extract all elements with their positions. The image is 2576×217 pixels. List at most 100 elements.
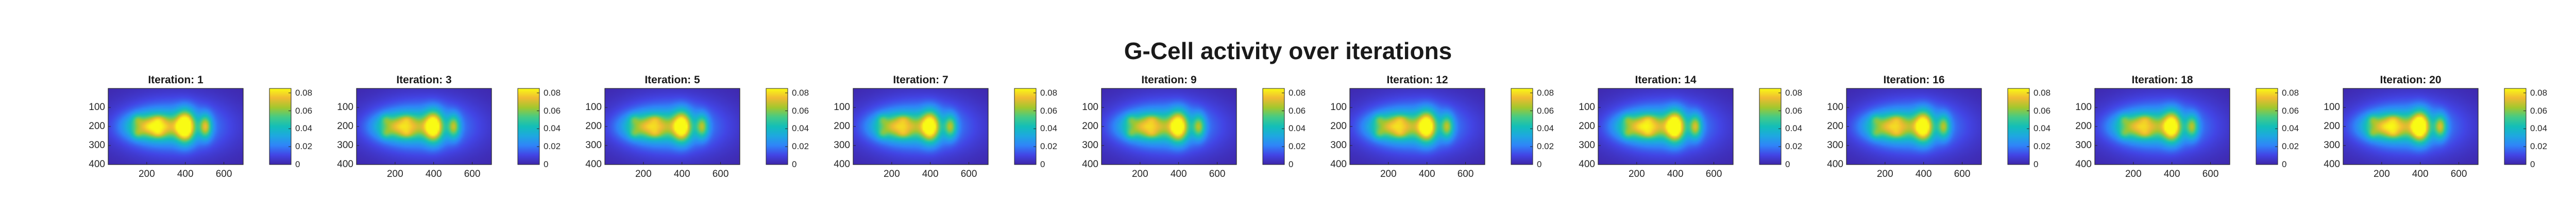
y-tick-label: 100 xyxy=(1827,102,1843,113)
y-tick-label: 200 xyxy=(2324,121,2340,132)
x-tick-label: 400 xyxy=(2163,169,2180,179)
axes-frame xyxy=(2094,88,2230,165)
x-tick-label: 400 xyxy=(1418,169,1435,179)
axes-frame xyxy=(1846,88,1982,165)
panel-title: Iteration: 12 xyxy=(1386,74,1448,86)
x-tick-label: 600 xyxy=(2450,169,2467,179)
heatmap-image xyxy=(605,88,740,165)
colorbar-tick-label: 0.06 xyxy=(792,105,809,116)
panel-title: Iteration: 7 xyxy=(893,74,948,86)
colorbar-tick-label: 0.06 xyxy=(2033,105,2051,116)
x-tick-label: 600 xyxy=(960,169,977,179)
colorbar-tick-label: 0.02 xyxy=(2530,141,2548,152)
colorbar-tick-label: 0.08 xyxy=(1289,87,1306,98)
y-tick-label: 100 xyxy=(1579,102,1595,113)
panel-title: Iteration: 5 xyxy=(645,74,700,86)
x-tick-label: 400 xyxy=(922,169,939,179)
y-tick-label: 200 xyxy=(834,121,850,132)
colorbar-tick-label: 0.08 xyxy=(1040,87,1058,98)
colorbar-gradient xyxy=(2007,88,2030,165)
x-tick-label: 200 xyxy=(386,169,403,179)
y-tick-label: 300 xyxy=(834,140,850,151)
y-tick-label: 400 xyxy=(1579,159,1595,170)
colorbar xyxy=(517,88,540,165)
x-tick-label: 600 xyxy=(712,169,729,179)
colorbar-tick-label: 0 xyxy=(792,159,797,169)
colorbar-tick-label: 0.08 xyxy=(792,87,809,98)
x-tick-label: 400 xyxy=(1915,169,1932,179)
x-tick-label: 400 xyxy=(673,169,690,179)
colorbar-gradient xyxy=(517,88,540,165)
colorbar-tick-label: 0.08 xyxy=(1785,87,1803,98)
colorbar-tick-label: 0.04 xyxy=(2530,123,2548,134)
heatmap-image xyxy=(2095,88,2230,165)
panel-axes xyxy=(853,88,989,165)
x-tick-label: 600 xyxy=(464,169,481,179)
colorbar-tick-label: 0.02 xyxy=(1537,141,1554,152)
panel-axes xyxy=(356,88,492,165)
colorbar-tick-label: 0.04 xyxy=(2282,123,2299,134)
heatmap-image xyxy=(853,88,988,165)
y-tick-label: 300 xyxy=(337,140,353,151)
colorbar xyxy=(2007,88,2030,165)
x-tick-label: 400 xyxy=(2412,169,2429,179)
colorbar-gradient xyxy=(2256,88,2278,165)
x-tick-label: 200 xyxy=(2373,169,2390,179)
y-tick-label: 200 xyxy=(1579,121,1595,132)
panel-axes xyxy=(1846,88,1982,165)
y-tick-label: 100 xyxy=(337,102,353,113)
colorbar-gradient xyxy=(1511,88,1533,165)
x-tick-label: 600 xyxy=(215,169,232,179)
colorbar-tick-label: 0 xyxy=(2033,159,2039,169)
axes-frame xyxy=(1349,88,1485,165)
colorbar-tick-label: 0.06 xyxy=(2530,105,2548,116)
y-tick-label: 300 xyxy=(2324,140,2340,151)
colorbar-tick-label: 0.04 xyxy=(2033,123,2051,134)
y-tick-label: 400 xyxy=(1082,159,1098,170)
colorbar-tick-label: 0.02 xyxy=(1040,141,1058,152)
colorbar-tick-label: 0.02 xyxy=(544,141,561,152)
y-tick-label: 200 xyxy=(1082,121,1098,132)
colorbar-tick-label: 0.06 xyxy=(1785,105,1803,116)
y-tick-label: 100 xyxy=(834,102,850,113)
colorbar-gradient xyxy=(1014,88,1037,165)
colorbar-gradient xyxy=(2504,88,2527,165)
y-tick-label: 400 xyxy=(585,159,602,170)
heatmap-image xyxy=(108,88,243,165)
x-tick-label: 200 xyxy=(635,169,652,179)
colorbar-tick-label: 0 xyxy=(2282,159,2287,169)
colorbar-tick-label: 0.04 xyxy=(1289,123,1306,134)
panel-title: Iteration: 18 xyxy=(2131,74,2193,86)
heatmap-image xyxy=(1101,88,1236,165)
y-tick-label: 300 xyxy=(1082,140,1098,151)
panel-title: Iteration: 20 xyxy=(2380,74,2442,86)
colorbar-tick-label: 0 xyxy=(295,159,300,169)
x-tick-label: 400 xyxy=(177,169,194,179)
x-tick-label: 400 xyxy=(1170,169,1187,179)
y-tick-label: 100 xyxy=(1330,102,1347,113)
colorbar-tick-label: 0.04 xyxy=(544,123,561,134)
y-tick-label: 400 xyxy=(2324,159,2340,170)
colorbar-tick-label: 0.02 xyxy=(295,141,313,152)
colorbar-tick-label: 0.08 xyxy=(2282,87,2299,98)
panel-axes xyxy=(604,88,740,165)
x-tick-label: 600 xyxy=(2202,169,2219,179)
x-tick-label: 200 xyxy=(1876,169,1893,179)
colorbar xyxy=(1262,88,1285,165)
colorbar-tick-label: 0.06 xyxy=(1537,105,1554,116)
colorbar-tick-label: 0.06 xyxy=(1040,105,1058,116)
colorbar-tick-label: 0 xyxy=(544,159,549,169)
colorbar-tick-label: 0.06 xyxy=(544,105,561,116)
x-tick-label: 200 xyxy=(1628,169,1645,179)
colorbar-tick-label: 0.04 xyxy=(295,123,313,134)
heatmap-image xyxy=(357,88,492,165)
y-tick-label: 300 xyxy=(89,140,105,151)
colorbar-gradient xyxy=(1262,88,1285,165)
panel-axes xyxy=(1349,88,1485,165)
x-tick-label: 200 xyxy=(2125,169,2142,179)
colorbar-tick-label: 0 xyxy=(1289,159,1294,169)
x-tick-label: 200 xyxy=(883,169,900,179)
y-tick-label: 300 xyxy=(2075,140,2092,151)
y-tick-label: 300 xyxy=(1330,140,1347,151)
